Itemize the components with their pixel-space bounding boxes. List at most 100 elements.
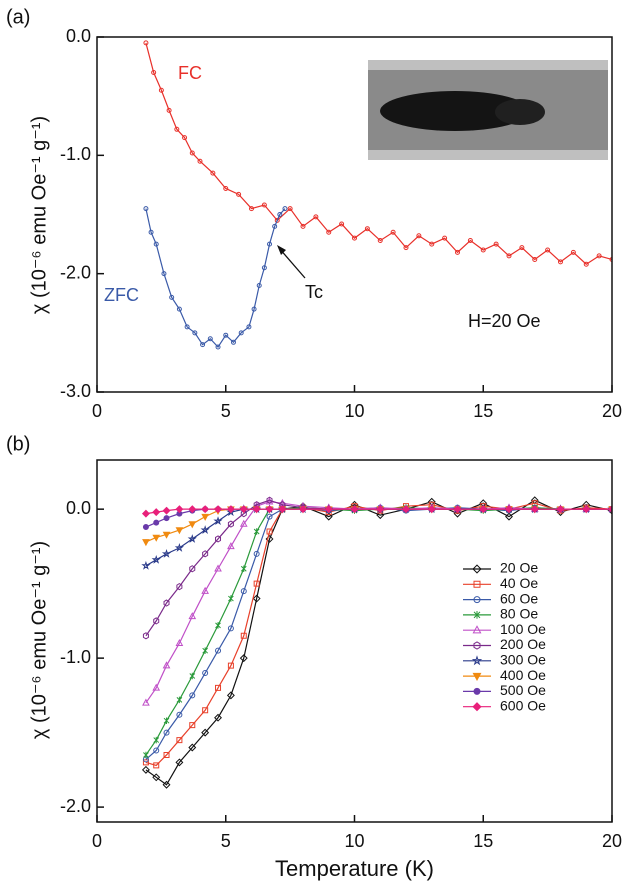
marker [265, 505, 274, 514]
marker [214, 564, 222, 572]
marker [324, 505, 333, 514]
legend-label: 400 Oe [500, 667, 546, 683]
y-tick-label: 0.0 [66, 498, 91, 518]
marker [151, 70, 157, 75]
marker [403, 245, 409, 251]
marker [153, 747, 160, 754]
marker [227, 662, 234, 669]
y-tick-label: -2.0 [60, 262, 91, 282]
legend-label: 60 Oe [500, 590, 538, 606]
marker [215, 344, 221, 350]
marker [287, 206, 293, 212]
marker [189, 565, 196, 573]
marker [176, 306, 182, 312]
marker [472, 564, 482, 574]
marker [153, 762, 160, 769]
marker [152, 508, 161, 517]
marker [223, 185, 229, 191]
marker [215, 535, 222, 543]
marker [215, 684, 222, 691]
x-tick-label: 10 [344, 831, 364, 851]
marker [227, 625, 234, 632]
marker [253, 550, 260, 557]
x-tick-label: 20 [602, 401, 622, 421]
marker [239, 654, 248, 663]
marker [519, 245, 525, 251]
marker [473, 596, 481, 604]
marker [151, 554, 161, 564]
marker [207, 336, 213, 342]
marker [240, 632, 247, 639]
marker [197, 158, 203, 164]
marker [166, 107, 172, 113]
marker [153, 519, 160, 526]
marker [249, 206, 254, 212]
marker [313, 214, 319, 220]
marker [202, 550, 209, 558]
marker [227, 520, 234, 528]
marker [223, 332, 229, 338]
marker [256, 283, 262, 288]
marker [339, 221, 345, 227]
legend-label: 100 Oe [500, 621, 546, 637]
marker [427, 505, 436, 514]
x-tick-label: 15 [473, 401, 493, 421]
x-tick-label: 0 [92, 831, 102, 851]
marker [142, 524, 149, 531]
marker [266, 513, 273, 520]
marker [570, 249, 576, 255]
panel-label: (b) [6, 433, 30, 455]
marker [200, 525, 210, 534]
legend-label: 600 Oe [500, 697, 546, 713]
marker [246, 324, 252, 330]
marker [153, 736, 160, 744]
marker [253, 528, 260, 535]
marker [175, 758, 184, 767]
marker [230, 339, 236, 345]
marker [201, 586, 209, 594]
marker [473, 641, 481, 650]
marker [228, 595, 234, 602]
arrow-line [278, 247, 306, 279]
marker [472, 625, 482, 634]
x-tick-label: 20 [602, 831, 622, 851]
legend-label: 300 Oe [500, 652, 546, 668]
marker [376, 511, 385, 520]
marker [176, 696, 183, 704]
marker [272, 223, 278, 229]
marker [596, 253, 602, 259]
marker [377, 238, 383, 244]
marker [163, 729, 170, 736]
marker [141, 560, 151, 570]
marker [376, 505, 385, 514]
marker [240, 588, 247, 595]
marker [141, 765, 150, 774]
marker [467, 238, 473, 244]
marker [161, 271, 167, 277]
marker [300, 223, 306, 229]
marker [163, 717, 170, 724]
marker [266, 496, 273, 504]
marker [583, 261, 589, 267]
marker [189, 722, 196, 729]
marker [261, 265, 267, 271]
legend-label: 40 Oe [500, 575, 538, 591]
series-label: FC [178, 63, 202, 83]
marker [202, 670, 209, 677]
marker [239, 505, 248, 514]
marker [143, 206, 149, 212]
marker [215, 647, 222, 654]
marker [226, 691, 235, 700]
marker [174, 126, 180, 132]
x-tick-label: 0 [92, 401, 102, 421]
marker [142, 759, 149, 766]
marker [442, 235, 448, 241]
marker [429, 241, 435, 247]
marker [202, 647, 209, 654]
marker [153, 241, 159, 247]
marker [609, 256, 612, 262]
marker [152, 534, 161, 542]
marker [175, 527, 184, 535]
marker [201, 728, 210, 737]
marker [187, 534, 197, 543]
